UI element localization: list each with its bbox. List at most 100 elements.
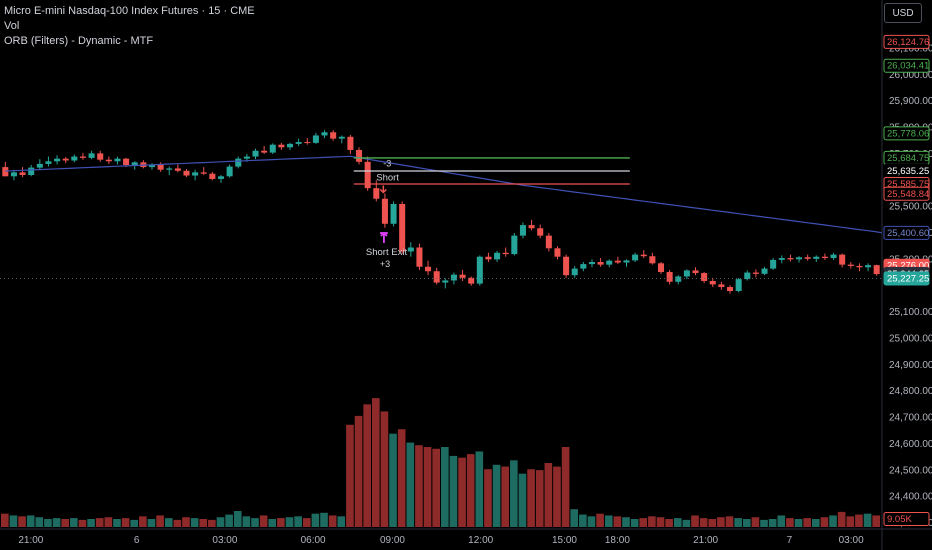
indicator-orb-label[interactable]: ORB (Filters) - Dynamic - MTF <box>4 35 154 47</box>
candle-body[interactable] <box>727 287 734 291</box>
candle-body[interactable] <box>683 270 690 277</box>
candle-body[interactable] <box>865 265 872 268</box>
currency-button[interactable]: USD <box>884 3 922 23</box>
candle-body[interactable] <box>278 144 285 148</box>
candle-body[interactable] <box>545 235 552 249</box>
candle-body[interactable] <box>847 264 854 266</box>
candle-body[interactable] <box>114 158 121 162</box>
candle-body[interactable] <box>649 256 656 264</box>
candle-body[interactable] <box>485 256 492 260</box>
candle-body[interactable] <box>494 252 501 260</box>
candle-body[interactable] <box>675 276 682 282</box>
candle-body[interactable] <box>666 272 673 282</box>
candle-body[interactable] <box>200 172 207 174</box>
candle-body[interactable] <box>36 163 43 168</box>
candle-body[interactable] <box>174 168 181 171</box>
candle-body[interactable] <box>28 167 35 175</box>
candle-body[interactable] <box>364 161 371 189</box>
candle-body[interactable] <box>468 277 475 284</box>
candle-body[interactable] <box>88 153 95 158</box>
candle-body[interactable] <box>563 256 570 276</box>
candle-body[interactable] <box>614 260 621 263</box>
candle-body[interactable] <box>209 173 216 179</box>
candle-body[interactable] <box>295 142 302 144</box>
candle-body[interactable] <box>597 262 604 265</box>
candle-body[interactable] <box>778 258 785 260</box>
candle-body[interactable] <box>657 263 665 273</box>
candle-body[interactable] <box>347 136 354 150</box>
candle-body[interactable] <box>433 271 440 283</box>
candle-body[interactable] <box>287 143 294 148</box>
candle-body[interactable] <box>640 254 647 257</box>
candle-body[interactable] <box>252 150 259 157</box>
candle-body[interactable] <box>632 254 639 261</box>
candle-body[interactable] <box>588 262 595 265</box>
candle-body[interactable] <box>571 268 578 276</box>
candle-body[interactable] <box>718 284 725 288</box>
candle-body[interactable] <box>416 247 423 267</box>
candle-body[interactable] <box>123 158 130 165</box>
candle-body[interactable] <box>770 259 777 269</box>
candle-body[interactable] <box>623 260 630 263</box>
candle-body[interactable] <box>709 280 716 285</box>
candle-body[interactable] <box>537 228 544 236</box>
candle-body[interactable] <box>192 172 199 176</box>
candle-body[interactable] <box>752 272 759 274</box>
candle-body[interactable] <box>701 273 708 281</box>
candle-body[interactable] <box>442 280 449 283</box>
candle-body[interactable] <box>744 272 751 280</box>
candle-body[interactable] <box>10 172 17 177</box>
candle-body[interactable] <box>304 142 311 144</box>
candle-body[interactable] <box>692 270 699 274</box>
candle-body[interactable] <box>2 167 9 177</box>
candle-body[interactable] <box>62 158 69 161</box>
candle-body[interactable] <box>804 257 811 259</box>
candle-body[interactable] <box>830 254 837 259</box>
candle-body[interactable] <box>261 150 268 153</box>
candle-body[interactable] <box>45 161 52 164</box>
candle-body[interactable] <box>373 188 380 199</box>
candle-body[interactable] <box>148 164 155 168</box>
candle-body[interactable] <box>796 257 803 260</box>
candle-body[interactable] <box>157 164 164 170</box>
candle-body[interactable] <box>476 256 483 284</box>
candle-body[interactable] <box>356 149 363 162</box>
candle-body[interactable] <box>459 274 466 278</box>
candle-body[interactable] <box>330 132 337 139</box>
candle-body[interactable] <box>166 168 173 170</box>
candle-body[interactable] <box>735 279 742 291</box>
candle-body[interactable] <box>54 158 61 162</box>
candle-body[interactable] <box>217 176 225 179</box>
candle-body[interactable] <box>407 247 414 252</box>
candle-body[interactable] <box>390 204 397 224</box>
candle-body[interactable] <box>606 260 613 265</box>
candle-body[interactable] <box>519 225 526 236</box>
candle-body[interactable] <box>269 144 276 153</box>
candle-body[interactable] <box>580 264 587 269</box>
candle-body[interactable] <box>71 156 78 161</box>
candle-body[interactable] <box>79 156 86 158</box>
candle-body[interactable] <box>873 265 880 275</box>
candle-body[interactable] <box>183 170 190 176</box>
candle-body[interactable] <box>502 252 509 255</box>
indicator-vol-label[interactable]: Vol <box>4 20 20 32</box>
candle-body[interactable] <box>554 248 561 257</box>
candle-body[interactable] <box>761 268 768 274</box>
candle-body[interactable] <box>105 159 112 162</box>
candle-body[interactable] <box>821 256 828 259</box>
candle-body[interactable] <box>813 256 820 259</box>
candle-body[interactable] <box>425 266 432 272</box>
candle-body[interactable] <box>312 135 319 143</box>
candle-body[interactable] <box>97 153 104 160</box>
candle-body[interactable] <box>235 158 242 167</box>
candle-body[interactable] <box>243 156 250 159</box>
candle-body[interactable] <box>511 235 518 255</box>
candle-body[interactable] <box>528 225 535 229</box>
candle-body[interactable] <box>19 172 26 175</box>
candle-body[interactable] <box>450 274 457 281</box>
candle-body[interactable] <box>338 136 345 139</box>
candle-body[interactable] <box>839 254 846 265</box>
candle-body[interactable] <box>381 198 388 224</box>
candle-body[interactable] <box>399 204 406 252</box>
